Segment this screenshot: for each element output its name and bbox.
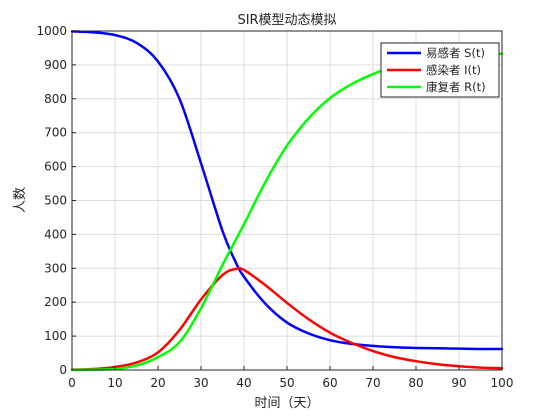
x-tick-label: 10 xyxy=(107,376,122,390)
y-tick-label: 500 xyxy=(44,194,67,208)
legend: 易感者 S(t) 感染者 I(t) 康复者 R(t) xyxy=(380,42,500,98)
y-tick-label: 700 xyxy=(44,126,67,140)
series-line-s xyxy=(70,30,504,351)
chart-title: SIR模型动态模拟 xyxy=(237,13,336,28)
x-tick-label: 0 xyxy=(68,376,76,390)
x-tick-label: 80 xyxy=(408,376,423,390)
legend-label: 康复者 R(t) xyxy=(426,80,486,94)
x-tick-label: 90 xyxy=(451,376,466,390)
legend-label: 易感者 S(t) xyxy=(426,46,485,60)
y-tick-label: 200 xyxy=(44,295,67,309)
y-tick-label: 1000 xyxy=(36,24,67,38)
y-axis-title: 人数 xyxy=(13,187,28,213)
y-tick-label: 400 xyxy=(44,227,67,241)
x-axis-title: 时间（天） xyxy=(254,396,319,411)
y-tick-label: 600 xyxy=(44,160,67,174)
y-tick-label: 100 xyxy=(44,329,67,343)
x-tick-label: 70 xyxy=(365,376,380,390)
x-tick-label: 20 xyxy=(150,376,165,390)
series-line-i xyxy=(70,266,504,371)
x-tick-label: 40 xyxy=(236,376,251,390)
y-tick-label: 900 xyxy=(44,58,67,72)
x-tick-label: 100 xyxy=(491,376,514,390)
x-tick-label: 30 xyxy=(193,376,208,390)
y-tick-label: 300 xyxy=(44,261,67,275)
x-tick-label: 50 xyxy=(279,376,294,390)
legend-label: 感染者 I(t) xyxy=(426,63,481,77)
x-tick-label: 60 xyxy=(322,376,337,390)
axis-ticks: 0 10 20 30 40 50 60 70 80 90 100010020030040050060… xyxy=(36,24,513,390)
y-tick-label: 800 xyxy=(44,92,67,106)
y-tick-label: 0 xyxy=(59,363,67,377)
